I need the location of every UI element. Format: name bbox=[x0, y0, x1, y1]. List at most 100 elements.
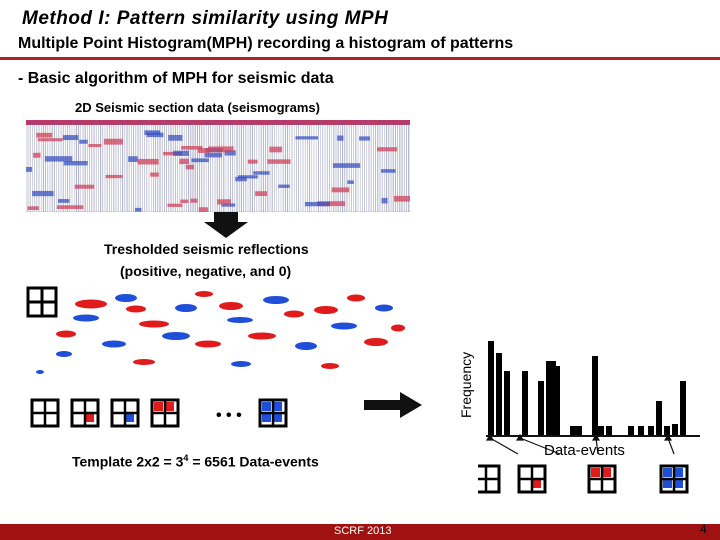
seismic-reflection bbox=[44, 156, 73, 162]
data-event-pattern-icon bbox=[517, 464, 547, 494]
seismic-reflection bbox=[381, 197, 388, 204]
histogram-bar bbox=[550, 361, 556, 436]
thresholded-reflection bbox=[347, 294, 365, 302]
thresholded-reflection bbox=[314, 306, 338, 314]
seismic-reflection bbox=[347, 180, 354, 184]
thresholded-reflection bbox=[331, 322, 357, 330]
histogram-bar bbox=[672, 424, 678, 436]
data-event-cell bbox=[486, 479, 495, 488]
seismic-reflection bbox=[179, 158, 189, 165]
seismic-reflection bbox=[317, 201, 346, 207]
template-cell bbox=[34, 402, 43, 411]
template-window-icon bbox=[26, 286, 58, 318]
threshold-label-line1: Tresholded seismic reflections bbox=[104, 241, 309, 257]
histogram-bar bbox=[638, 426, 644, 436]
data-event-cell bbox=[532, 468, 541, 477]
histogram-chart bbox=[478, 341, 700, 494]
seismic-reflection bbox=[56, 205, 84, 209]
thresholded-seismic-image bbox=[26, 284, 410, 376]
histogram-pointer-head bbox=[591, 433, 601, 441]
data-event-cell bbox=[478, 479, 484, 488]
template-cell bbox=[262, 413, 271, 422]
seismic-reflection bbox=[26, 166, 33, 172]
histogram-bar bbox=[546, 361, 552, 436]
seismic-top-band bbox=[26, 120, 410, 125]
histogram-bar bbox=[648, 426, 654, 436]
seismic-reflection bbox=[255, 191, 268, 196]
data-event-cell bbox=[674, 468, 683, 477]
seismic-reflection bbox=[79, 139, 88, 144]
template-cell bbox=[34, 413, 43, 422]
seismic-reflection bbox=[304, 201, 330, 207]
histogram-bar bbox=[570, 426, 576, 436]
seismic-reflection bbox=[253, 171, 270, 175]
thresholded-reflection bbox=[195, 340, 221, 348]
thresholded-reflection bbox=[162, 332, 190, 340]
data-event-pattern-icon bbox=[659, 464, 689, 494]
ellipsis: • • • bbox=[216, 407, 242, 424]
histogram-bar bbox=[504, 371, 510, 436]
histogram-bar bbox=[628, 426, 634, 436]
seismic-reflection bbox=[295, 136, 319, 140]
thresholded-reflection bbox=[391, 324, 405, 332]
thresholded-reflection bbox=[102, 340, 126, 348]
thresholded-reflection bbox=[56, 330, 76, 338]
template-cell bbox=[74, 402, 83, 411]
template-count-text: Template 2x2 = 34 = 6561 Data-events bbox=[72, 453, 319, 470]
thresholded-reflection bbox=[126, 305, 146, 313]
data-event-cell bbox=[591, 479, 600, 488]
seismic-reflection bbox=[237, 175, 258, 179]
histogram-pointer-head bbox=[515, 433, 525, 441]
template-cell bbox=[85, 402, 94, 411]
template-pattern-icon bbox=[258, 398, 288, 428]
seismic-reflection bbox=[185, 164, 195, 170]
template-cell bbox=[114, 402, 123, 411]
seismic-reflection bbox=[235, 176, 247, 182]
thresholded-reflection bbox=[364, 338, 388, 346]
thresholded-reflection bbox=[56, 351, 72, 357]
seismic-reflection bbox=[198, 148, 210, 153]
footer-bar bbox=[0, 524, 720, 540]
histogram-bar bbox=[656, 401, 662, 436]
thresholded-reflection bbox=[36, 370, 44, 374]
template-cell bbox=[125, 402, 134, 411]
data-event-pattern-icon bbox=[478, 464, 501, 494]
seismic-reflection bbox=[105, 174, 123, 179]
thresholded-reflection bbox=[73, 314, 99, 322]
data-event-cell bbox=[521, 468, 530, 477]
thresholded-reflection bbox=[284, 310, 304, 318]
histogram-pointer bbox=[595, 437, 599, 455]
seismic-reflection bbox=[144, 130, 161, 135]
slide-subtitle: Multiple Point Histogram(MPH) recording … bbox=[18, 35, 514, 52]
seismic-reflection bbox=[377, 147, 397, 152]
thresholded-reflection bbox=[321, 363, 339, 369]
data-event-cell bbox=[532, 479, 541, 488]
histogram-pointer bbox=[667, 437, 675, 455]
seismic-section-image bbox=[26, 120, 410, 212]
seismic-reflection bbox=[163, 151, 183, 156]
template-cell bbox=[154, 413, 163, 422]
template-cell bbox=[45, 413, 54, 422]
seismic-reflection bbox=[331, 187, 350, 193]
template-cell bbox=[45, 402, 54, 411]
histogram-pointer-head bbox=[663, 433, 673, 441]
seismic-reflection bbox=[63, 161, 88, 166]
seismic-reflection bbox=[267, 159, 291, 164]
histogram-bar bbox=[598, 426, 604, 436]
arrow-right-icon bbox=[364, 392, 422, 418]
seismic-section-label: 2D Seismic section data (seismograms) bbox=[75, 100, 320, 115]
histogram-bar bbox=[606, 426, 612, 436]
histogram-bar bbox=[538, 381, 544, 436]
seismic-reflection bbox=[217, 199, 231, 205]
seismic-reflection bbox=[37, 138, 63, 142]
threshold-label-line2: (positive, negative, and 0) bbox=[120, 263, 292, 279]
seismic-reflection bbox=[32, 190, 54, 197]
footer-conference: SCRF 2013 bbox=[334, 525, 392, 537]
seismic-reflection bbox=[337, 135, 344, 141]
histogram-bar bbox=[576, 426, 582, 436]
thresholded-reflection bbox=[133, 359, 155, 365]
data-event-pattern-icon bbox=[587, 464, 617, 494]
histogram-bar bbox=[554, 366, 560, 436]
seismic-reflection bbox=[167, 203, 183, 207]
seismic-reflection bbox=[103, 138, 123, 145]
